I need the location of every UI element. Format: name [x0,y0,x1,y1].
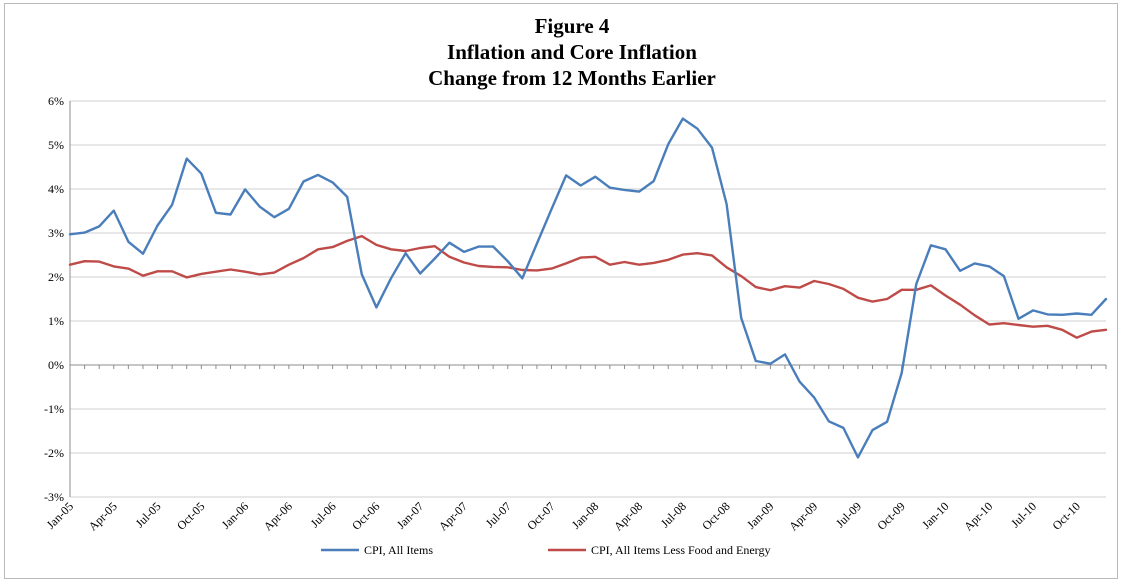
x-tick-label: Apr-07 [436,499,470,533]
y-tick-label: 1% [48,314,64,328]
x-tick-label: Jan-05 [44,499,77,532]
legend: CPI, All Items CPI, All Items Less Food a… [321,543,770,557]
x-tick-label: Jul-07 [483,499,514,530]
x-tick-label: Oct-06 [349,499,382,532]
x-tick-label: Jan-07 [394,499,427,532]
y-tick-label: -2% [44,446,64,460]
x-tick-label: Jul-06 [308,499,339,530]
x-tick-label: Apr-10 [961,499,995,533]
legend-label: CPI, All Items Less Food and Energy [591,543,770,557]
x-tick-label: Oct-07 [524,499,557,532]
x-tick-label: Apr-08 [611,499,645,533]
x-tick-label: Jul-09 [833,499,864,530]
x-tick-label: Jan-08 [569,499,602,532]
chart-frame: Figure 4 Inflation and Core Inflation Ch… [4,3,1118,579]
y-tick-label: -1% [44,402,64,416]
y-tick-label: 0% [48,358,64,372]
x-tick-label: Apr-06 [261,499,295,533]
series-line-1 [68,234,1108,339]
x-tick-label: Jul-08 [658,499,689,530]
y-tick-label: 4% [48,182,64,196]
line-chart: Figure 4 Inflation and Core Inflation Ch… [44,14,1108,557]
y-tick-label: 3% [48,226,64,240]
x-tick-label: Jul-05 [133,499,164,530]
title-line-3: Change from 12 Months Earlier [428,66,716,90]
y-tick-label: 2% [48,270,64,284]
x-axis: Jan-05 Apr-05 Jul-05 Oct-05 Jan-06 Apr-06 Jul-… [44,499,1083,533]
gridlines [69,100,1107,498]
x-tick-label: Jan-10 [919,499,952,532]
x-tick-label: Oct-05 [174,499,207,532]
x-tick-label: Oct-10 [1049,499,1082,532]
x-tick-label: Jan-06 [219,499,252,532]
legend-label: CPI, All Items [364,543,433,557]
title-line-2: Inflation and Core Inflation [447,40,697,64]
chart-title: Figure 4 Inflation and Core Inflation Ch… [428,14,716,90]
y-tick-label: -3% [44,490,64,504]
x-tick-label: Oct-09 [874,499,907,532]
series-line-0 [68,117,1108,459]
x-tick-label: Oct-08 [699,499,732,532]
x-tick-label: Jan-09 [744,499,777,532]
x-tick-label: Apr-05 [86,499,120,533]
series-lines [68,117,1108,459]
y-tick-label: 5% [48,138,64,152]
y-tick-label: 6% [48,94,64,108]
y-axis: 6% 5% 4% 3% 2% 1% 0% -1% -2% -3% [44,94,64,504]
title-line-1: Figure 4 [535,14,610,38]
x-tick-label: Jul-10 [1008,499,1039,530]
x-tick-label: Apr-09 [786,499,820,533]
